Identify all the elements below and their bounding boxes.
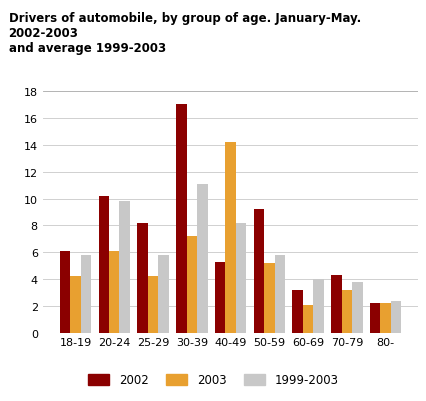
Bar [302, 305, 313, 333]
Bar [274, 255, 285, 333]
Bar [253, 210, 264, 333]
Bar [98, 196, 109, 333]
Bar [196, 184, 207, 333]
Bar [390, 301, 400, 333]
Bar [137, 223, 147, 333]
Bar [292, 290, 302, 333]
Bar [225, 143, 235, 333]
Bar [341, 290, 351, 333]
Bar [70, 277, 81, 333]
Bar [369, 304, 380, 333]
Bar [214, 262, 225, 333]
Bar [351, 282, 362, 333]
Bar [313, 279, 323, 333]
Legend: 2002, 2003, 1999-2003: 2002, 2003, 1999-2003 [83, 369, 343, 391]
Bar [109, 251, 119, 333]
Text: Drivers of automobile, by group of age. January-May. 2002-2003
and average 1999-: Drivers of automobile, by group of age. … [9, 12, 360, 55]
Bar [147, 277, 158, 333]
Bar [158, 255, 168, 333]
Bar [60, 251, 70, 333]
Bar [380, 304, 390, 333]
Bar [186, 237, 196, 333]
Bar [264, 263, 274, 333]
Bar [235, 223, 246, 333]
Bar [331, 275, 341, 333]
Bar [176, 104, 186, 333]
Bar [119, 202, 130, 333]
Bar [81, 255, 91, 333]
